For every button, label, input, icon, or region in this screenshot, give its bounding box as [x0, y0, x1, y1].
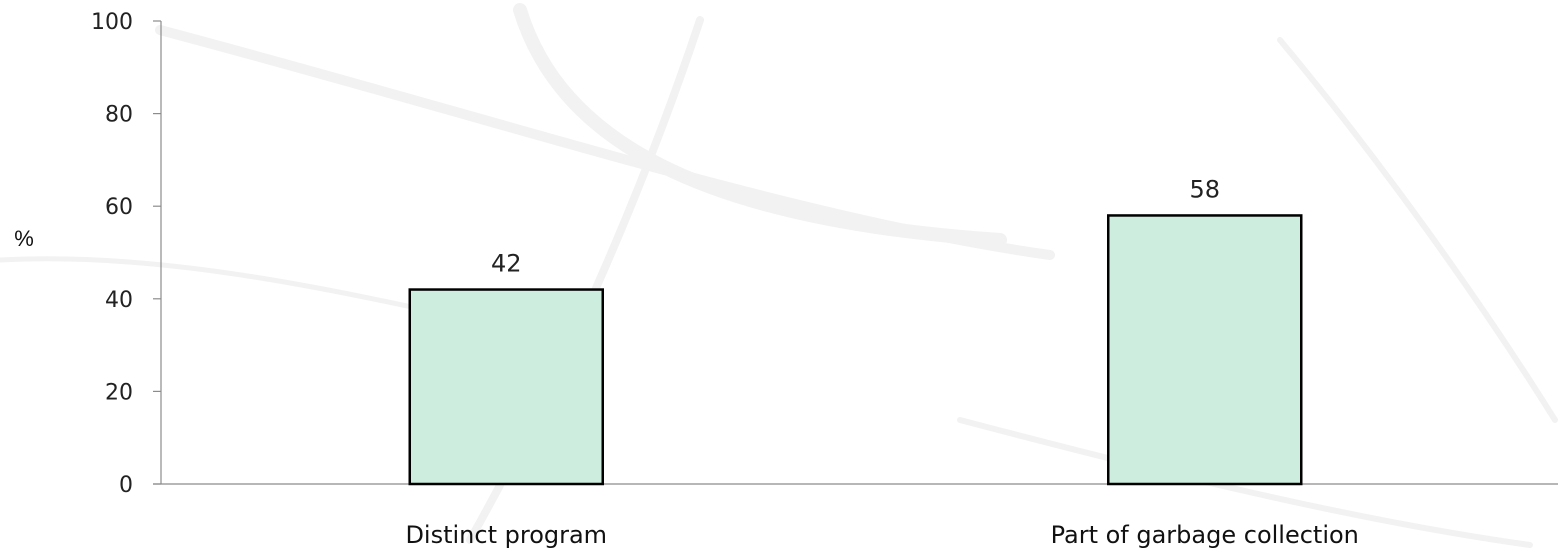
y-tick-label: 0: [119, 473, 133, 498]
bars: [408, 214, 1303, 486]
x-category-label: Distinct program: [405, 521, 607, 549]
y-tick-label: 100: [91, 10, 133, 35]
axes: 0 20 40 60 80 100: [91, 10, 1558, 498]
bar: [1107, 214, 1303, 486]
y-tick-label: 60: [105, 195, 133, 220]
watermark-swoosh: [957, 417, 1533, 548]
y-tick-label: 40: [105, 288, 133, 313]
labels: 42 Distinct program 58 Part of garbage coll…: [405, 175, 1358, 549]
y-tick-label: 20: [105, 380, 133, 405]
watermark-swoosh: [1277, 37, 1558, 423]
y-tick-label: 80: [105, 103, 133, 128]
watermark-swoosh: [513, 3, 1007, 247]
watermark-swoosh: [155, 25, 1055, 260]
background-watermark: [0, 3, 1558, 548]
data-label: 42: [491, 250, 522, 278]
y-axis-label: %: [14, 226, 34, 251]
bar: [408, 288, 604, 486]
data-label: 58: [1189, 175, 1220, 203]
x-category-label: Part of garbage collection: [1051, 521, 1359, 549]
